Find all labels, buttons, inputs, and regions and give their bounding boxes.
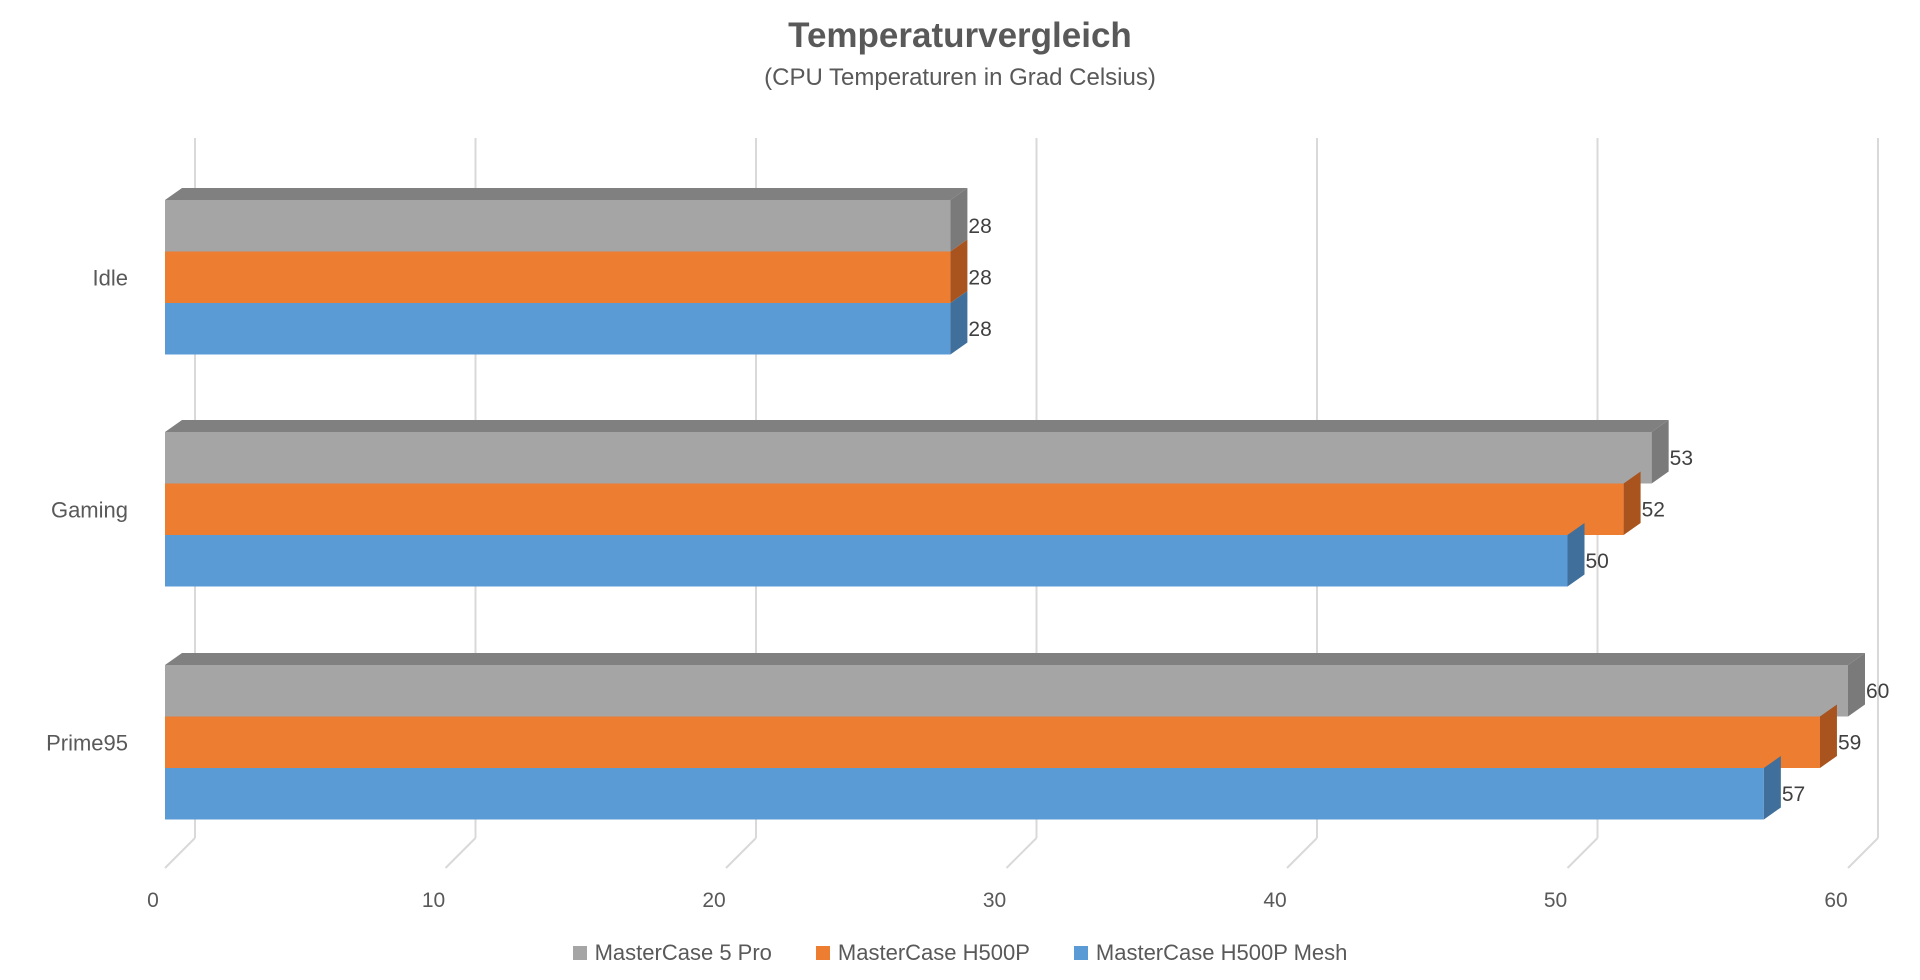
x-tick-label: 60: [1824, 889, 1847, 912]
legend-swatch: [572, 946, 587, 960]
bar: [165, 200, 951, 252]
bar-side-face: [1567, 523, 1585, 587]
legend-item: MasterCase 5 Pro: [572, 940, 772, 966]
category-label: Idle: [93, 265, 128, 290]
data-label: 28: [968, 215, 991, 238]
bar: [165, 432, 1652, 484]
bar-top-face: [165, 420, 1669, 432]
x-tick-label: 10: [422, 889, 445, 912]
bar-side-face: [950, 239, 968, 303]
floor-gridline: [1286, 837, 1318, 869]
bar-side-face: [1763, 756, 1781, 820]
bar-side-face: [1623, 471, 1641, 535]
bar: [165, 535, 1568, 587]
bar: [165, 303, 951, 355]
legend-label: MasterCase 5 Pro: [594, 940, 772, 965]
data-label: 28: [968, 266, 991, 289]
floor-gridline: [1847, 837, 1879, 869]
category-label: Gaming: [51, 497, 128, 522]
legend-swatch: [815, 946, 830, 960]
bar: [165, 665, 1848, 717]
legend-swatch: [1073, 946, 1088, 960]
bar: [165, 251, 951, 303]
data-label: 60: [1866, 680, 1889, 703]
floor-gridline: [164, 837, 196, 869]
legend-item: MasterCase H500P: [815, 940, 1030, 966]
legend-label: MasterCase H500P Mesh: [1095, 940, 1348, 965]
floor-gridline: [444, 837, 477, 869]
bar-top-face: [165, 653, 1865, 665]
floor-gridline: [725, 837, 757, 869]
bar: [165, 483, 1624, 535]
chart-subtitle: (CPU Temperaturen in Grad Celsius): [764, 64, 1156, 91]
data-label: 53: [1670, 447, 1693, 470]
x-tick-label: 20: [702, 889, 725, 912]
legend-item: MasterCase H500P Mesh: [1073, 940, 1348, 966]
bar: [165, 768, 1764, 820]
data-label: 57: [1782, 783, 1805, 806]
data-label: 52: [1642, 498, 1665, 521]
legend-label: MasterCase H500P: [837, 940, 1030, 965]
bar-side-face: [950, 291, 968, 355]
data-label: 28: [968, 318, 991, 341]
bar: [165, 716, 1820, 768]
x-tick-label: 40: [1263, 889, 1286, 912]
bar-side-face: [1848, 653, 1865, 717]
floor-gridline: [1005, 837, 1038, 869]
data-label: 59: [1838, 731, 1861, 754]
bar-side-face: [1651, 420, 1669, 484]
category-label: Prime95: [46, 730, 128, 755]
bar-side-face: [1819, 704, 1837, 768]
x-tick-label: 0: [147, 889, 159, 912]
bar-side-face: [950, 188, 968, 252]
legend: MasterCase 5 Pro MasterCase H500P MasterCa…: [0, 940, 1920, 966]
chart-title: Temperaturvergleich: [788, 16, 1132, 55]
x-tick-label: 50: [1544, 889, 1567, 912]
data-label: 50: [1586, 550, 1609, 573]
floor-gridline: [1566, 837, 1599, 869]
x-tick-label: 30: [983, 889, 1006, 912]
bar-top-face: [165, 188, 968, 200]
